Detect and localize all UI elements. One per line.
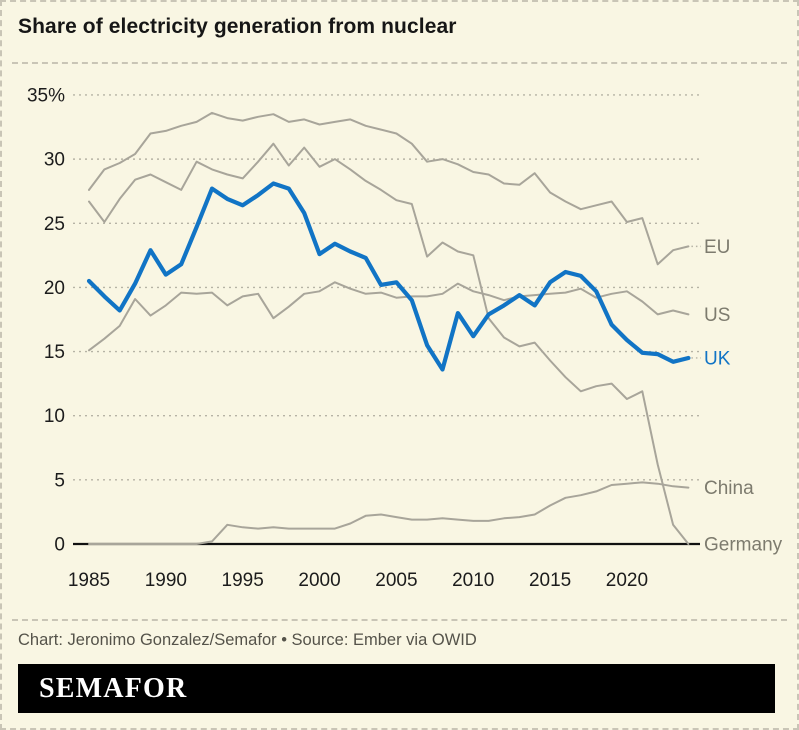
china-label: China bbox=[704, 478, 754, 499]
chart-title: Share of electricity generation from nuc… bbox=[18, 15, 457, 38]
x-tick-label-2000: 2000 bbox=[298, 570, 340, 591]
y-tick-label-5: 5 bbox=[54, 470, 65, 491]
eu-line bbox=[88, 111, 690, 266]
y-tick-label-15: 15 bbox=[44, 342, 65, 363]
y-tick-label-30: 30 bbox=[44, 150, 65, 171]
title-separator bbox=[12, 62, 787, 64]
x-tick-label-1990: 1990 bbox=[145, 570, 187, 591]
y-tick-label-10: 10 bbox=[44, 406, 65, 427]
y-tick-label-25: 25 bbox=[44, 214, 65, 235]
eu-label: EU bbox=[704, 237, 730, 258]
germany-line bbox=[88, 142, 690, 545]
y-tick-label-20: 20 bbox=[44, 278, 65, 299]
x-tick-label-1995: 1995 bbox=[222, 570, 264, 591]
germany-label: Germany bbox=[704, 535, 783, 556]
chart-credit: Chart: Jeronimo Gonzalez/Semafor • Sourc… bbox=[18, 631, 477, 649]
y-tick-label-35: 35% bbox=[27, 85, 65, 106]
us-line bbox=[88, 281, 690, 352]
y-tick-label-0: 0 bbox=[54, 535, 65, 556]
semafor-logo-bar: SEMAFOR bbox=[18, 664, 775, 713]
footer-separator bbox=[12, 619, 787, 621]
semafor-logo: SEMAFOR bbox=[39, 672, 188, 704]
x-tick-label-2010: 2010 bbox=[452, 570, 494, 591]
uk-line bbox=[86, 181, 691, 372]
x-tick-label-2015: 2015 bbox=[529, 570, 571, 591]
us-label: US bbox=[704, 305, 730, 326]
china-line bbox=[88, 481, 690, 545]
x-tick-label-1985: 1985 bbox=[68, 570, 110, 591]
x-tick-label-2020: 2020 bbox=[606, 570, 648, 591]
uk-label: UK bbox=[704, 348, 731, 369]
x-tick-label-2005: 2005 bbox=[375, 570, 417, 591]
